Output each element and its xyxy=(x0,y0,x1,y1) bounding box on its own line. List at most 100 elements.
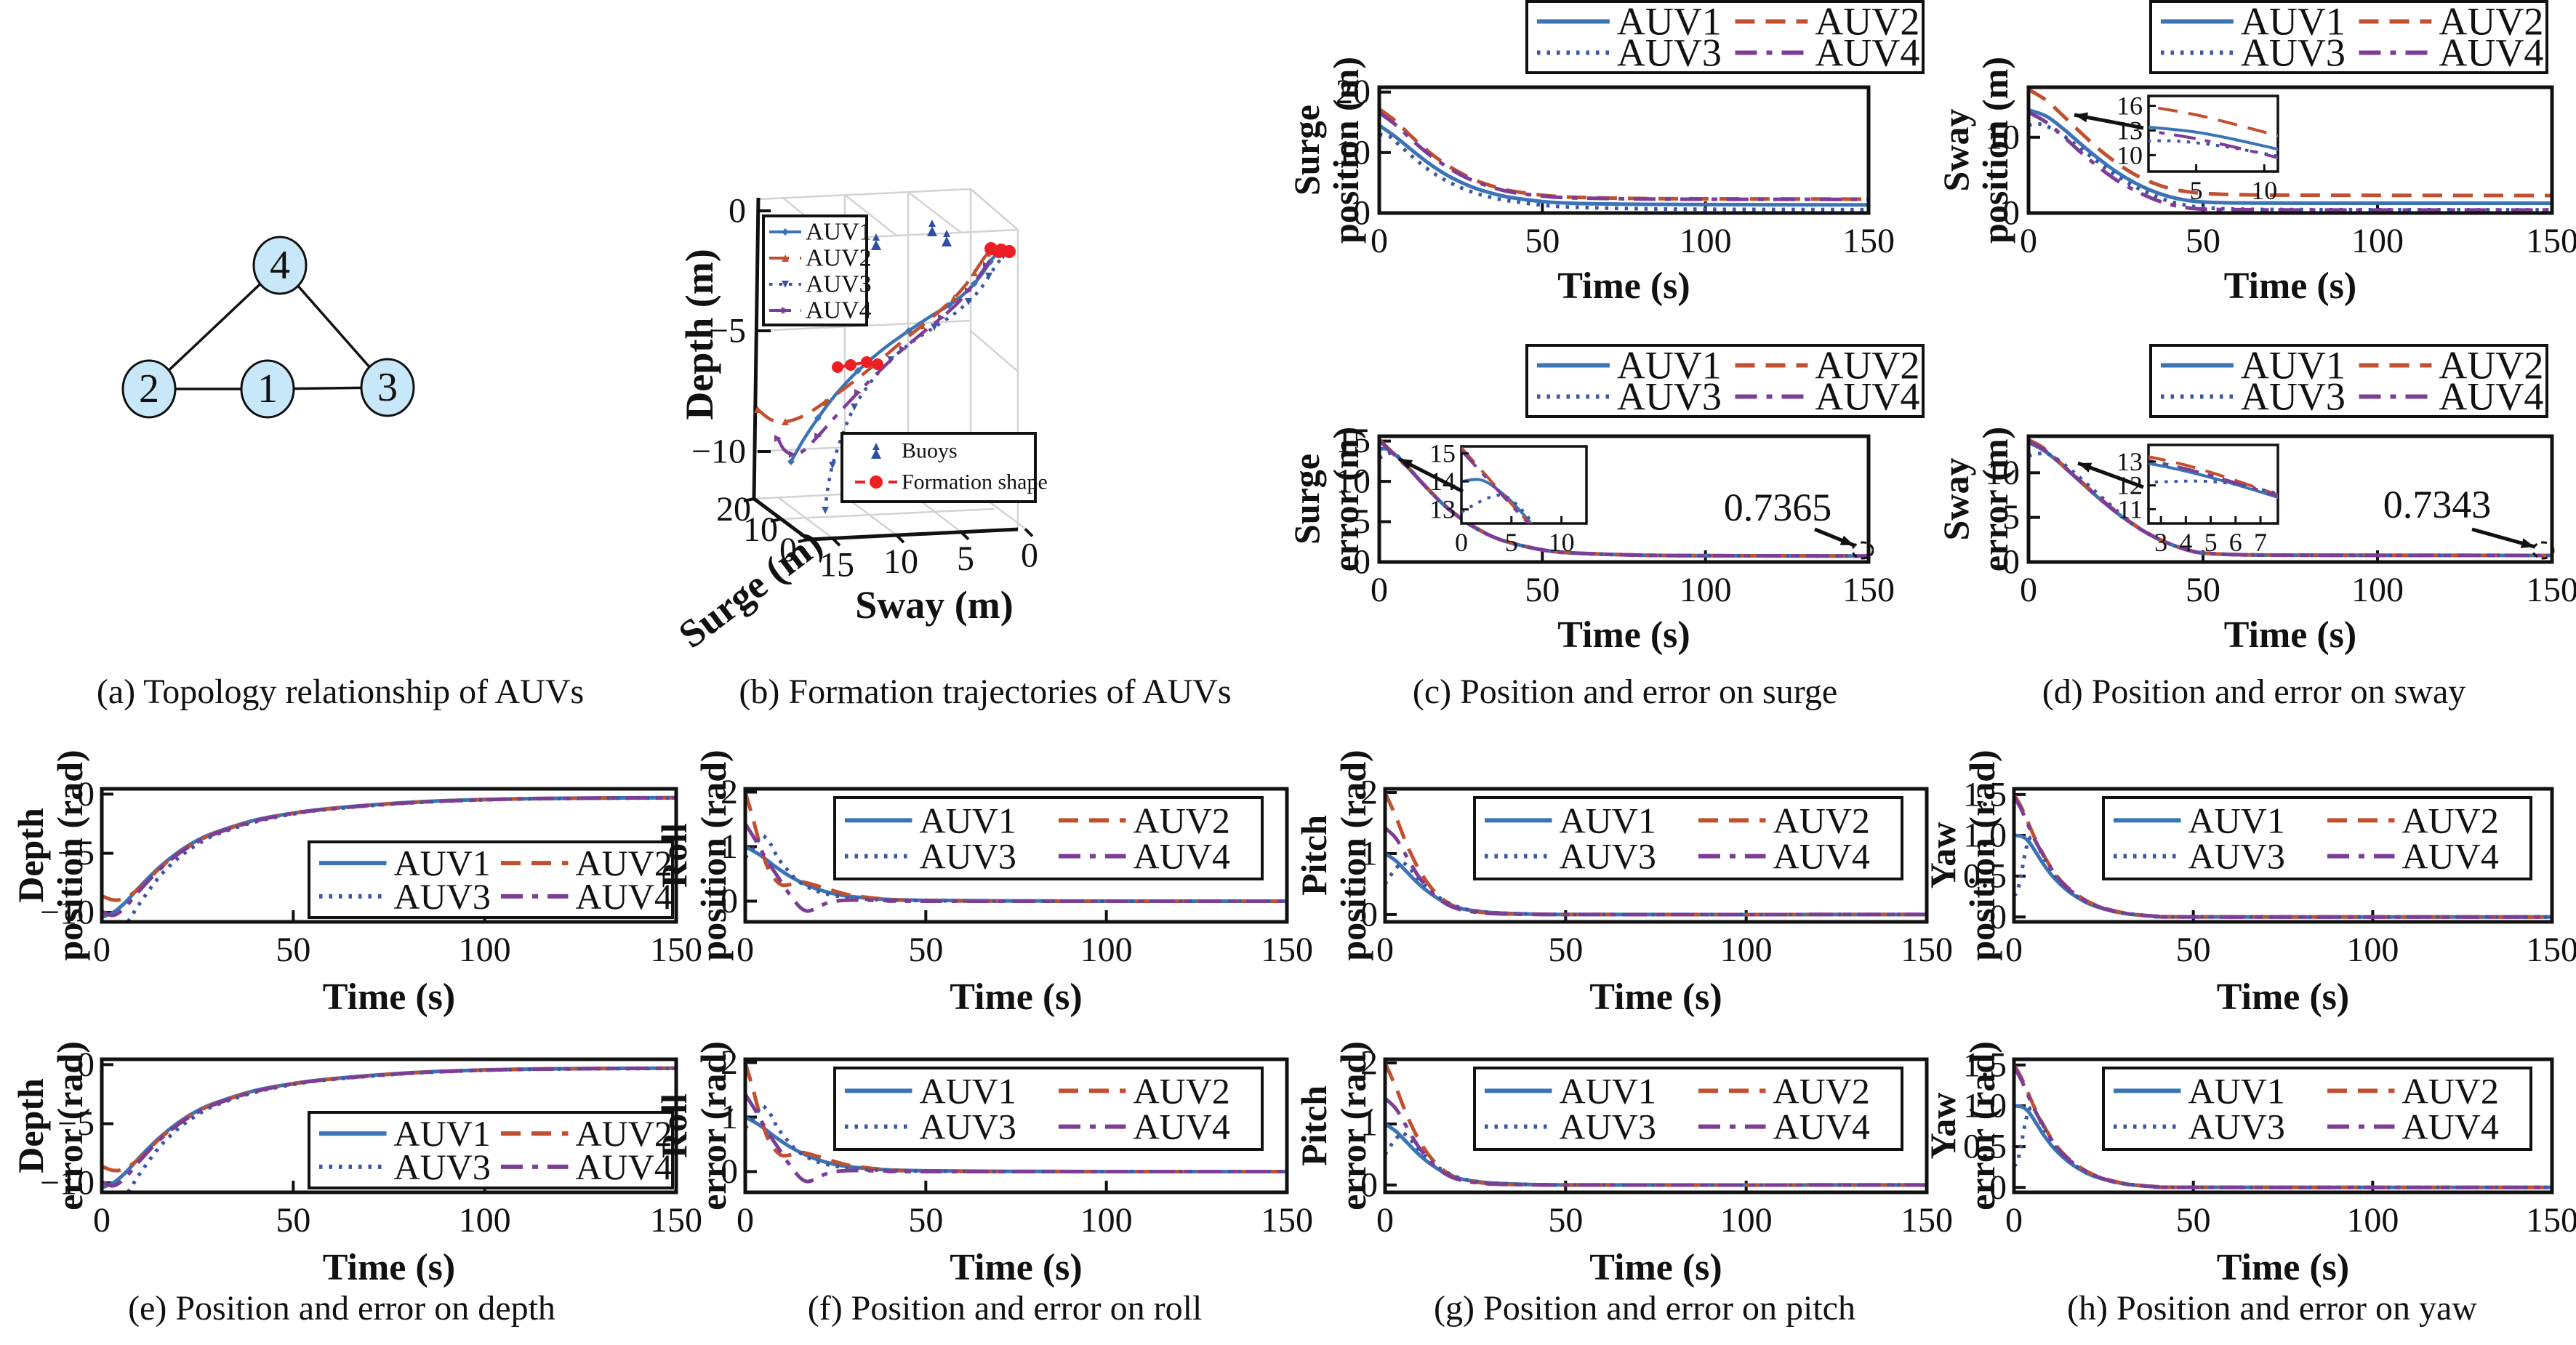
marker-triup-icon xyxy=(927,226,937,236)
x-tick-label: 150 xyxy=(1901,931,1953,969)
series-auv3 xyxy=(1379,451,1869,558)
legend-label: AUV3 xyxy=(2241,375,2346,419)
plot-frame xyxy=(743,787,1289,924)
series-auv3 xyxy=(125,1067,676,1192)
surge-tick: 20 xyxy=(716,490,751,529)
marker-diamond-icon xyxy=(787,458,795,465)
legend-label: AUV4 xyxy=(2439,375,2543,419)
y-tick-label: 5 xyxy=(1353,502,1371,541)
legend-label: AUV4 xyxy=(1815,375,1919,419)
y-tick-label: 0.5 xyxy=(1963,857,2007,896)
inset-x-tick: 10 xyxy=(2251,176,2277,205)
annotation-value: 0.7365 xyxy=(1724,486,1832,529)
x-tick-label: 50 xyxy=(276,931,310,969)
marker-triup-icon xyxy=(871,449,881,459)
marker-triright-icon xyxy=(983,262,990,269)
x-tick-label: 50 xyxy=(276,1201,310,1240)
plot-frame xyxy=(2026,434,2554,564)
depth-axis-label: Depth (m) xyxy=(678,249,721,419)
x-tick-label: 100 xyxy=(2346,1201,2399,1240)
trajectory-auv2 xyxy=(756,247,992,424)
node-label: 1 xyxy=(257,366,278,411)
marker-triright-icon xyxy=(965,287,972,294)
y-tick-label: −5 xyxy=(57,834,95,872)
x-tick-label: 150 xyxy=(1261,1201,1313,1240)
x-axis-label: Time (s) xyxy=(2217,976,2349,1018)
x-tick-label: 0 xyxy=(1376,1201,1394,1240)
3d-axes xyxy=(752,197,1019,542)
series-auv4 xyxy=(102,1066,676,1188)
y-tick-label: 1 xyxy=(1360,1104,1378,1143)
x-tick-label: 150 xyxy=(650,1201,702,1240)
legend-label: AUV3 xyxy=(394,1147,491,1187)
x-axis-label: Time (s) xyxy=(1557,265,1690,307)
marker-triup-icon xyxy=(782,254,789,262)
x-tick-label: 50 xyxy=(1525,571,1560,609)
plot-frame xyxy=(1377,434,1871,564)
y-axis-label: Pitch xyxy=(1293,815,1334,896)
x-tick-label: 0 xyxy=(2005,1201,2023,1240)
marker-triup-icon xyxy=(918,322,926,329)
legend-label: AUV3 xyxy=(1617,375,1722,419)
depth-tick: −10 xyxy=(691,433,746,471)
formation-shape xyxy=(832,242,1016,373)
y-tick-label: 10 xyxy=(1336,462,1371,501)
y-axis-label: error (rad) xyxy=(693,1041,734,1210)
series-auv1 xyxy=(2029,108,2552,205)
legend-label: AUV3 xyxy=(1617,31,1722,75)
x-tick-label: 50 xyxy=(908,931,943,969)
x-axis-label: Time (s) xyxy=(323,976,455,1018)
inset-series xyxy=(2148,455,2278,499)
auv-node-1: 1 xyxy=(240,359,295,419)
x-tick-label: 0 xyxy=(1371,222,1388,260)
auv-node-3: 3 xyxy=(360,358,415,417)
legend-label: AUV2 xyxy=(1133,800,1230,840)
x-tick-label: 50 xyxy=(2176,931,2211,969)
x-tick-label: 50 xyxy=(1548,931,1583,969)
legend-label: AUV4 xyxy=(806,297,872,324)
node-label: 2 xyxy=(139,366,159,411)
marker-tridown-icon xyxy=(822,507,829,514)
arrow-head-icon xyxy=(2078,462,2093,473)
y-axis-label: error (m) xyxy=(1975,427,2015,571)
legend-label: AUV4 xyxy=(576,1147,673,1187)
legend-label: AUV4 xyxy=(2402,1107,2499,1147)
x-axis-label: Time (s) xyxy=(1589,976,1722,1018)
sway-tick: 15 xyxy=(819,545,854,584)
series-auv4 xyxy=(102,795,676,918)
caption-b: (b) Formation trajectories of AUVs xyxy=(739,672,1231,711)
marker-triup-icon xyxy=(928,220,936,227)
marker-triup-icon xyxy=(943,230,950,237)
y-axis-label: error (rad) xyxy=(1962,1041,2002,1210)
series-lines xyxy=(2014,1064,2552,1189)
legend-label: AUV2 xyxy=(576,1113,673,1154)
x-tick-label: 100 xyxy=(1080,1201,1133,1240)
legend-label: AUV1 xyxy=(2188,800,2285,840)
buoy-icon xyxy=(942,230,952,246)
x-tick-label: 50 xyxy=(2176,1201,2211,1240)
node-label: 4 xyxy=(270,243,290,288)
annotation-value: 0.7343 xyxy=(2383,483,2492,526)
marker-triup-icon xyxy=(822,398,829,406)
y-tick-label: 0 xyxy=(1353,194,1371,233)
x-tick-label: 150 xyxy=(650,931,702,969)
legend-label: AUV1 xyxy=(1560,1070,1656,1111)
inset-x-tick: 10 xyxy=(1549,528,1575,557)
legend-label: AUV1 xyxy=(2241,0,2346,43)
series-auv2 xyxy=(2029,87,2552,198)
legend-label: AUV2 xyxy=(2402,1070,2499,1111)
marker-tridown-icon xyxy=(931,324,938,331)
legend-label: AUV3 xyxy=(2188,1107,2285,1147)
series-lines xyxy=(2029,438,2552,558)
legend-label: AUV3 xyxy=(920,1107,1016,1147)
series-auv2 xyxy=(745,1061,1287,1174)
inset-x-tick: 7 xyxy=(2254,528,2267,557)
topology-diagram: 4 2 1 3 xyxy=(121,236,415,419)
marker-triup-icon xyxy=(782,418,789,425)
legend-label: AUV3 xyxy=(806,271,872,298)
